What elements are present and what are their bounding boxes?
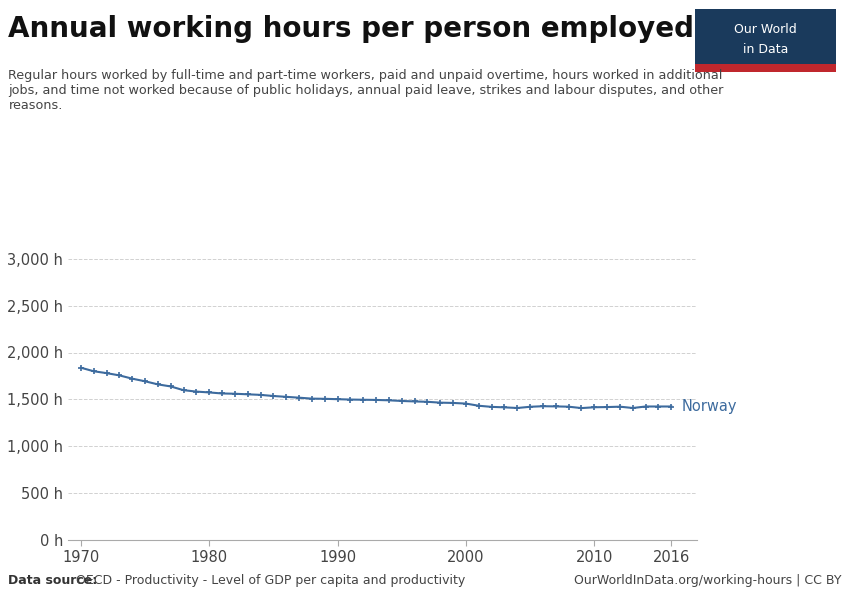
Text: OECD - Productivity - Level of GDP per capita and productivity: OECD - Productivity - Level of GDP per c…	[72, 574, 466, 587]
Text: Regular hours worked by full-time and part-time workers, paid and unpaid overtim: Regular hours worked by full-time and pa…	[8, 69, 724, 112]
Text: in Data: in Data	[743, 43, 788, 56]
Text: Data source:: Data source:	[8, 574, 98, 587]
Text: Norway: Norway	[682, 399, 737, 414]
Bar	[695, 64, 836, 72]
Text: Annual working hours per person employed: Annual working hours per person employed	[8, 15, 694, 43]
Text: Our World: Our World	[734, 23, 796, 35]
Text: OurWorldInData.org/working-hours | CC BY: OurWorldInData.org/working-hours | CC BY	[574, 574, 842, 587]
